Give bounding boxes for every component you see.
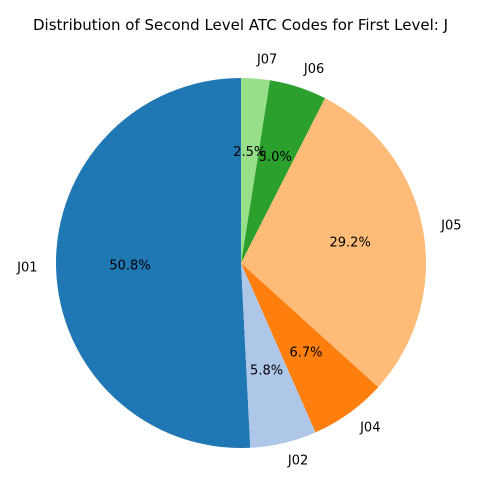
pie-percent-label-j07: 2.5% xyxy=(233,145,266,160)
pie-percent-label-j01: 50.8% xyxy=(109,258,150,273)
pie-slice-j01 xyxy=(56,78,251,448)
pie-category-label-j02: J02 xyxy=(287,454,308,469)
pie-slices xyxy=(56,78,427,448)
pie-percent-label-j05: 29.2% xyxy=(330,235,371,250)
pie-slice-j07 xyxy=(241,78,270,263)
pie-slice-j05 xyxy=(241,98,427,388)
pie-category-labels: J01 J02 J04 J05 J06 J07 xyxy=(16,53,461,469)
pie-slice-j04 xyxy=(241,263,379,433)
pie-category-label-j01: J01 xyxy=(16,261,37,276)
pie-category-label-j06: J06 xyxy=(303,62,324,77)
pie-slice-j06 xyxy=(241,80,325,264)
pie-category-label-j05: J05 xyxy=(440,219,461,234)
pie-category-label-j07: J07 xyxy=(256,53,277,68)
pie-percent-label-j02: 5.8% xyxy=(250,364,283,379)
chart-title: Distribution of Second Level ATC Codes f… xyxy=(33,16,448,34)
pie-percent-label-j06: 5.0% xyxy=(259,150,292,165)
pie-slice-j02 xyxy=(241,263,316,448)
pie-percent-label-j04: 6.7% xyxy=(289,346,322,361)
pie-category-label-j04: J04 xyxy=(359,421,380,436)
pie-percent-labels: 50.8% 5.8% 6.7% 29.2% 5.0%2.5% xyxy=(109,145,370,379)
